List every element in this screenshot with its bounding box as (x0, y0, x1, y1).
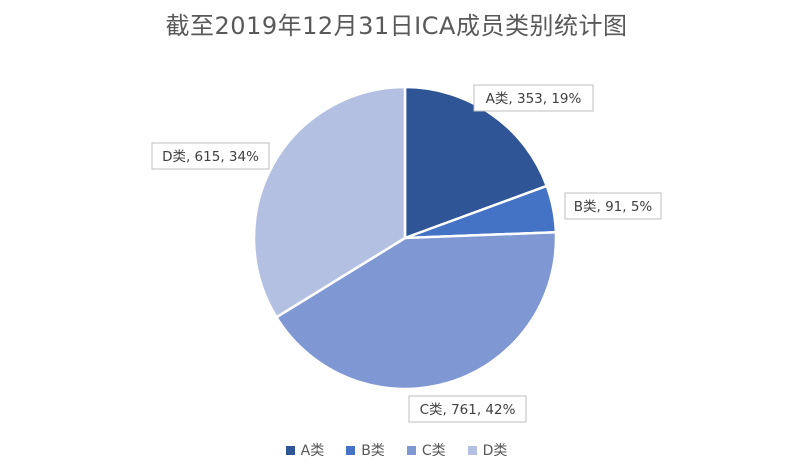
chart-legend: A类 B类 C类 D类 (0, 440, 793, 460)
data-label-text: C类, 761, 42% (420, 402, 516, 418)
data-label-text: D类, 615, 34% (162, 149, 259, 165)
legend-swatch (346, 445, 356, 455)
data-label-box (473, 84, 594, 112)
data-label-text: A类, 353, 19% (486, 91, 582, 107)
legend-item-B类: B类 (346, 440, 385, 460)
legend-label: D类 (482, 443, 508, 459)
data-label-A类: A类, 353, 19% (473, 84, 594, 112)
data-label-C类: C类, 761, 42% (408, 395, 527, 423)
legend-label: B类 (361, 443, 385, 459)
pie-chart: A类, 353, 19% B类, 91, 5% C类, 761, 42% D类, 61… (151, 84, 662, 423)
legend-item-C类: C类 (406, 440, 446, 460)
legend-swatch (285, 445, 295, 455)
chart-title: 截至2019年12月31日ICA成员类别统计图 (165, 12, 628, 40)
legend-item-D类: D类 (467, 440, 508, 460)
legend-swatch (467, 445, 477, 455)
data-label-B类: B类, 91, 5% (564, 192, 662, 220)
data-label-D类: D类, 615, 34% (151, 142, 270, 170)
legend-label: C类 (421, 443, 446, 459)
data-label-box (408, 395, 527, 423)
pie-slice-D类 (252, 85, 407, 319)
pie-slice-A类 (403, 85, 549, 240)
pie-slice-C类 (274, 230, 558, 391)
legend-label: A类 (300, 443, 325, 459)
data-label-box (564, 192, 662, 220)
data-label-box (151, 142, 270, 170)
legend-swatch (406, 445, 416, 455)
legend-item-A类: A类 (285, 440, 325, 460)
data-label-text: B类, 91, 5% (574, 199, 653, 215)
